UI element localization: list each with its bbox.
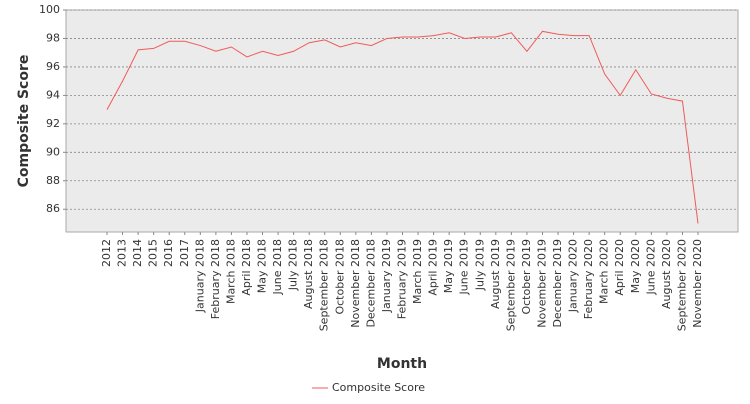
legend-label: Composite Score xyxy=(332,381,425,394)
x-tick-label: January 2020 xyxy=(567,239,580,313)
x-tick-label: January 2019 xyxy=(380,239,393,313)
x-tick-label: 2013 xyxy=(116,239,129,267)
y-tick-label: 94 xyxy=(46,88,60,101)
x-tick-label: March 2019 xyxy=(411,239,424,304)
x-tick-label: April 2019 xyxy=(427,239,440,296)
x-tick-label: March 2020 xyxy=(598,239,611,304)
x-axis-label: Month xyxy=(377,356,427,372)
y-tick-label: 100 xyxy=(39,3,60,16)
x-tick-label: October 2018 xyxy=(333,239,346,315)
x-tick-label: November 2020 xyxy=(691,239,704,328)
x-tick-label: August 2019 xyxy=(489,239,502,309)
x-tick-label: 2015 xyxy=(147,239,160,267)
x-tick-label: June 2019 xyxy=(458,239,471,295)
x-tick-label: 2014 xyxy=(131,239,144,267)
x-tick-label: February 2019 xyxy=(396,239,409,319)
y-tick-label: 88 xyxy=(46,174,60,187)
y-tick-label: 92 xyxy=(46,117,60,130)
x-tick-label: December 2018 xyxy=(364,239,377,328)
y-axis-label: Composite Score xyxy=(16,55,32,188)
x-tick-label: December 2019 xyxy=(551,239,564,328)
x-tick-label: November 2018 xyxy=(349,239,362,328)
x-tick-label: March 2018 xyxy=(224,239,237,304)
x-tick-label: May 2018 xyxy=(256,239,269,293)
y-tick-label: 90 xyxy=(46,145,60,158)
x-tick-label: 2017 xyxy=(178,239,191,267)
x-tick-label: October 2019 xyxy=(520,239,533,315)
x-tick-label: May 2020 xyxy=(629,239,642,293)
x-tick-label: April 2018 xyxy=(240,239,253,296)
x-tick-label: June 2018 xyxy=(271,239,284,295)
x-tick-label: August 2018 xyxy=(302,239,315,309)
x-tick-label: September 2018 xyxy=(318,239,331,331)
x-tick-label: July 2018 xyxy=(287,239,300,291)
x-tick-label: 2016 xyxy=(162,239,175,267)
x-tick-label: September 2020 xyxy=(675,239,688,331)
x-tick-label: September 2019 xyxy=(504,239,517,331)
x-tick-label: November 2019 xyxy=(535,239,548,328)
x-tick-label: January 2018 xyxy=(193,239,206,313)
x-tick-label: February 2018 xyxy=(209,239,222,319)
x-tick-label: June 2020 xyxy=(644,239,657,295)
x-tick-label: April 2020 xyxy=(613,239,626,296)
series-line xyxy=(106,30,699,224)
y-tick-label: 98 xyxy=(46,31,60,44)
x-tick-label: May 2019 xyxy=(442,239,455,293)
x-tick-label: August 2020 xyxy=(660,239,673,309)
x-tick-label: February 2020 xyxy=(582,239,595,319)
y-tick-label: 86 xyxy=(46,202,60,215)
x-tick-label: July 2019 xyxy=(473,239,486,291)
plot-area xyxy=(65,9,739,233)
y-tick-label: 96 xyxy=(46,60,60,73)
x-tick-label: 2012 xyxy=(100,239,113,267)
